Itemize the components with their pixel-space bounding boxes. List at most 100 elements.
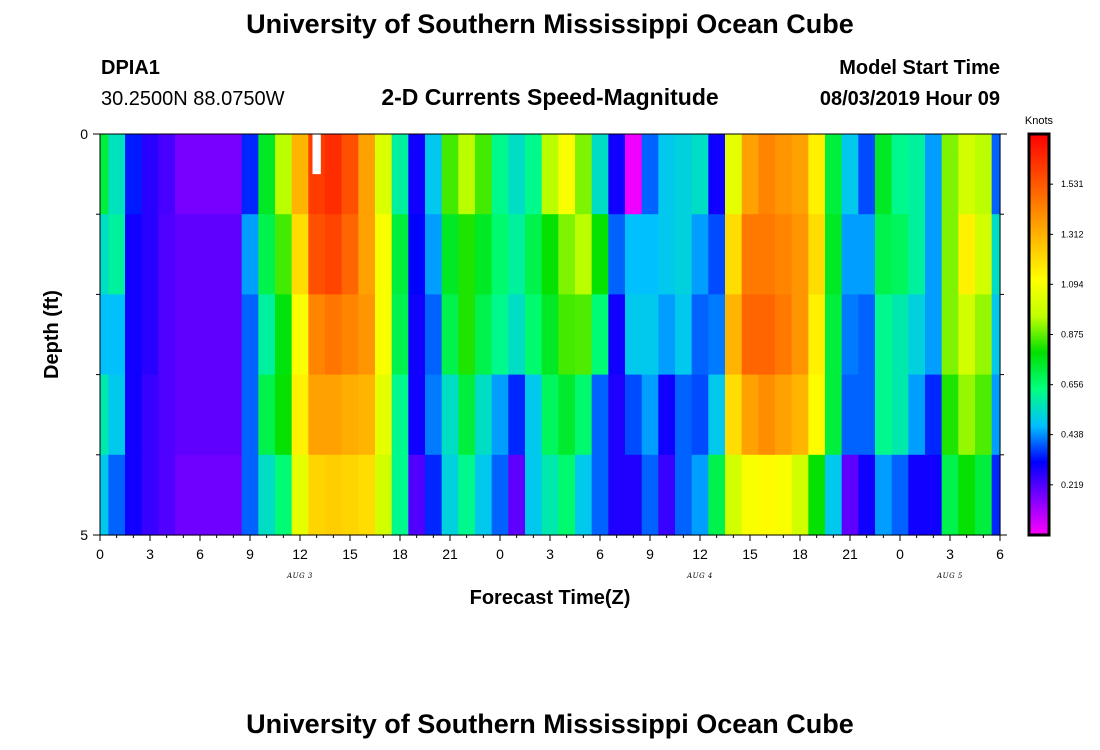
heatmap-cell	[258, 154, 276, 215]
heatmap-cell	[100, 374, 109, 456]
heatmap-cell	[608, 214, 626, 295]
heatmap-cell	[691, 214, 709, 295]
heatmap-cell	[591, 154, 609, 215]
heatmap-cell	[225, 454, 243, 536]
heatmap-cell	[741, 134, 759, 155]
heatmap-cell	[958, 214, 976, 295]
heatmap-cell	[958, 374, 976, 456]
heatmap-cell	[475, 454, 493, 536]
heatmap-cell	[875, 154, 893, 215]
heatmap-cell	[525, 154, 543, 215]
colorbar-tick-label: 1.531	[1061, 179, 1084, 189]
heatmap-cell	[508, 154, 526, 215]
heatmap-cell	[641, 214, 659, 295]
heatmap-cell	[375, 374, 393, 456]
heatmap-cell	[425, 214, 443, 295]
heatmap-cell	[408, 134, 426, 155]
colorbar-tick-label: 0.656	[1061, 380, 1084, 390]
heatmap-cell	[608, 374, 626, 456]
heatmap-cell	[158, 134, 176, 155]
heatmap-cell	[100, 154, 109, 215]
heatmap-cell	[391, 134, 409, 155]
heatmap-cell	[158, 454, 176, 536]
heatmap-cell	[841, 214, 859, 295]
heatmap-cell	[458, 134, 476, 155]
heatmap-cell	[725, 134, 743, 155]
x-tick-label: 15	[742, 546, 758, 562]
heatmap-cell	[258, 214, 276, 295]
heatmap-cell	[275, 374, 293, 456]
heatmap-cell	[575, 134, 593, 155]
heatmap-cell	[941, 154, 959, 215]
x-tick-label: 3	[946, 546, 954, 562]
heatmap-cell	[741, 214, 759, 295]
heatmap-cell	[775, 214, 793, 295]
heatmap-cell	[475, 214, 493, 295]
heatmap-cell	[825, 374, 843, 456]
heatmap-cell	[758, 374, 776, 456]
heatmap-cell	[941, 134, 959, 155]
heatmap-cell	[241, 294, 259, 376]
heatmap-cell	[108, 294, 126, 376]
heatmap-cell	[625, 134, 643, 155]
heatmap-cell	[775, 374, 793, 456]
heatmap-cell	[291, 214, 309, 295]
heatmap-cell	[858, 154, 876, 215]
heatmap-cell	[958, 454, 976, 536]
heatmap-cell	[191, 374, 209, 456]
heatmap-cell	[225, 294, 243, 376]
heatmap-cell	[658, 214, 676, 295]
heatmap-cell	[491, 134, 509, 155]
heatmap-cell	[141, 154, 159, 215]
heatmap-cell	[925, 374, 943, 456]
heatmap-cell	[508, 294, 526, 376]
heatmap-cell	[875, 134, 893, 155]
colorbar-tick-label: 0.219	[1061, 480, 1084, 490]
heatmap-cell	[308, 374, 326, 456]
heatmap-cell	[475, 294, 493, 376]
heatmap-cell	[341, 134, 359, 155]
heatmap-cell	[275, 214, 293, 295]
heatmap-cell	[208, 374, 226, 456]
heatmap-cell	[275, 154, 293, 215]
heatmap-cell	[958, 134, 976, 155]
heatmap-cell	[775, 134, 793, 155]
heatmap-cell	[975, 374, 993, 456]
heatmap-cell	[325, 294, 343, 376]
heatmap-cell	[141, 134, 159, 155]
chart-title: 2-D Currents Speed-Magnitude	[381, 84, 719, 110]
y-tick-label: 5	[80, 527, 88, 543]
heatmap-cell	[191, 454, 209, 536]
heatmap-cell	[991, 134, 1001, 155]
heatmap-cell	[158, 154, 176, 215]
heatmap-cell	[608, 454, 626, 536]
heatmap-cell	[141, 294, 159, 376]
heatmap-cell	[241, 134, 259, 155]
heatmap-cell	[291, 294, 309, 376]
heatmap-cell	[458, 154, 476, 215]
heatmap-cell	[225, 134, 243, 155]
heatmap-cell	[691, 134, 709, 155]
x-tick-label: 6	[196, 546, 204, 562]
heatmap-cell	[891, 454, 909, 536]
heatmap-cell	[141, 374, 159, 456]
heatmap-cell	[291, 154, 309, 215]
day-label: AUG 4	[686, 572, 713, 580]
heatmap-cell	[975, 134, 993, 155]
heatmap-cell	[691, 454, 709, 536]
heatmap-cell	[958, 154, 976, 215]
heatmap-cell	[725, 294, 743, 376]
heatmap-cell	[358, 154, 376, 215]
heatmap-cell	[908, 294, 926, 376]
x-tick-label: 0	[496, 546, 504, 562]
heatmap-cell	[741, 294, 759, 376]
heatmap-cell	[100, 454, 109, 536]
heatmap-cell	[675, 294, 693, 376]
heatmap-cell	[825, 214, 843, 295]
heatmap-cell	[758, 294, 776, 376]
heatmap-cell	[825, 134, 843, 155]
heatmap-cell	[925, 214, 943, 295]
heatmap-cell	[541, 374, 559, 456]
heatmap-cell	[891, 134, 909, 155]
x-tick-label: 18	[792, 546, 808, 562]
